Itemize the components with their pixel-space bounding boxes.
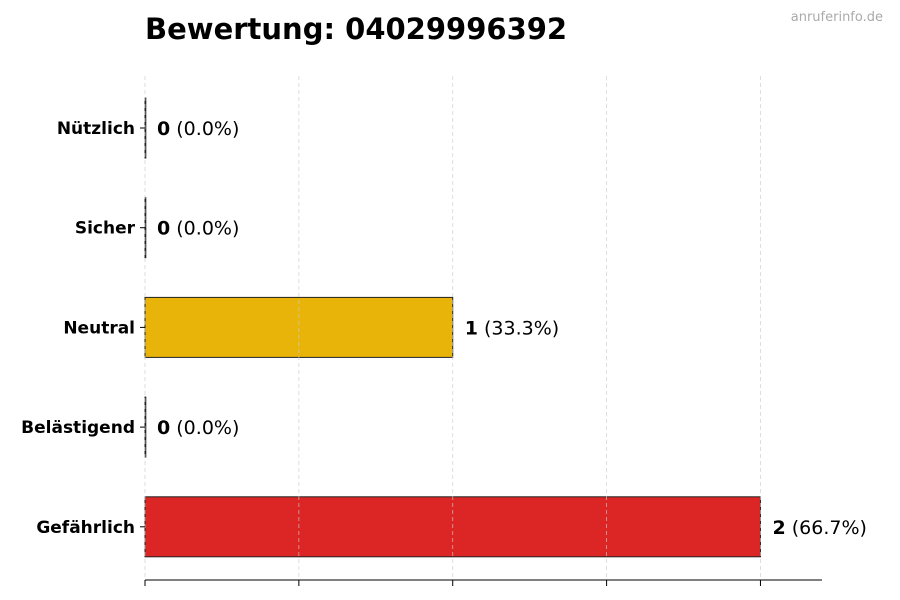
data-label: 1 (33.3%) — [465, 317, 559, 339]
percent-label: (33.3%) — [478, 317, 559, 339]
count-label: 0 — [157, 218, 170, 240]
data-label: 0 (0.0%) — [157, 118, 239, 140]
percent-label: (0.0%) — [170, 118, 239, 140]
category-label: Neutral — [63, 318, 135, 338]
count-label: 1 — [465, 317, 478, 339]
percent-label: (0.0%) — [170, 218, 239, 240]
data-label: 0 (0.0%) — [157, 218, 239, 240]
category-label: Belästigend — [21, 418, 135, 438]
chart-title: Bewertung: 04029996392 — [145, 12, 568, 46]
bar-1 — [144, 197, 147, 259]
count-label: 2 — [772, 517, 785, 539]
bar-2 — [144, 296, 454, 358]
data-label: 0 (0.0%) — [157, 417, 239, 439]
data-label: 2 (66.7%) — [772, 517, 866, 539]
percent-label: (0.0%) — [170, 417, 239, 439]
percent-label: (66.7%) — [786, 517, 867, 539]
category-label: Sicher — [75, 219, 136, 239]
watermark: anruferinfo.de — [790, 10, 883, 25]
category-label: Gefährlich — [36, 518, 135, 538]
count-label: 0 — [157, 118, 170, 140]
category-label: Nützlich — [57, 119, 135, 139]
count-label: 0 — [157, 417, 170, 439]
